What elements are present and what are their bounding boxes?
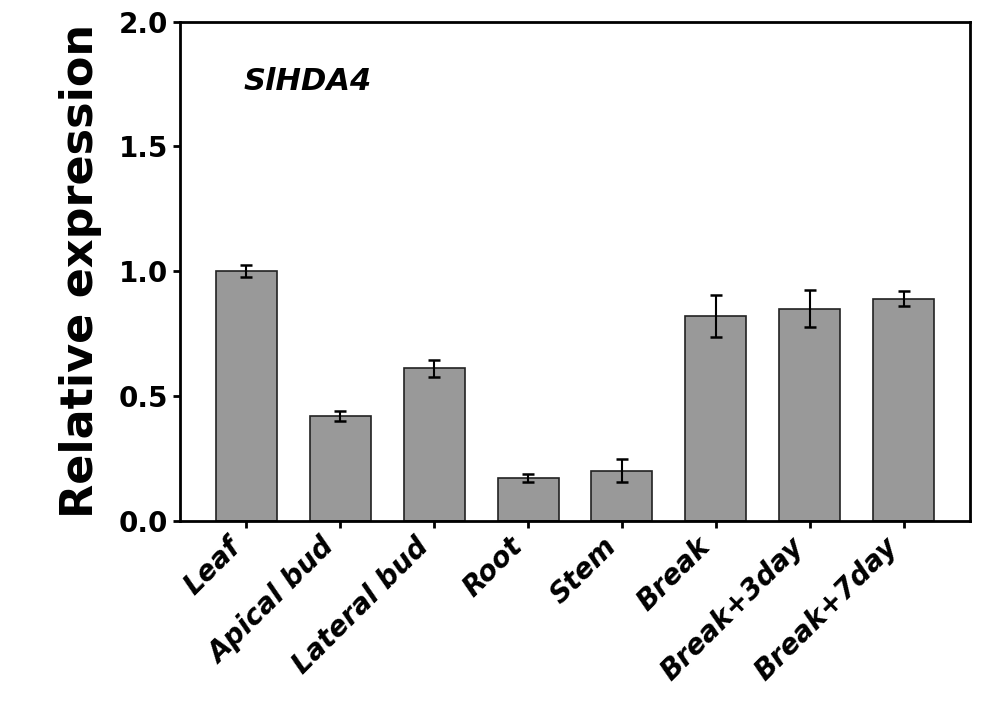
Bar (498, 478, 559, 521)
Text: SlHDA4: SlHDA4 (243, 67, 371, 95)
Bar (404, 369, 465, 521)
Bar (685, 316, 746, 521)
Bar (216, 271, 277, 521)
Bar (310, 416, 371, 521)
Y-axis label: Relative expression: Relative expression (59, 24, 102, 518)
Bar (591, 471, 652, 521)
Bar (873, 299, 934, 521)
Bar (779, 309, 840, 521)
